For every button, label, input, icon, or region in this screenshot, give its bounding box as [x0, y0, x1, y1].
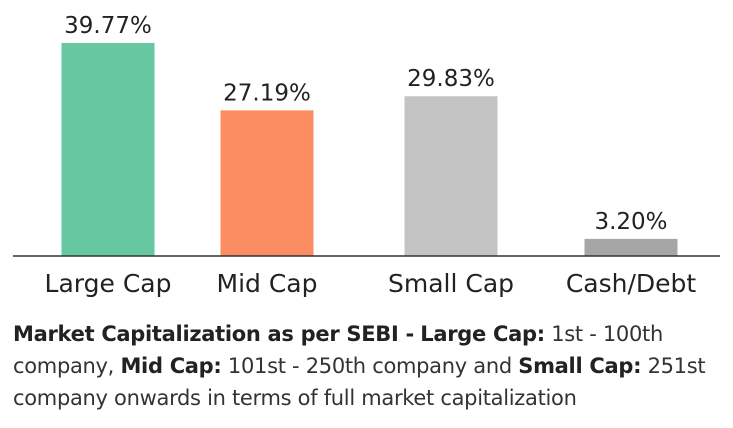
footnote-large-cap-label: Large Cap: [420, 322, 545, 346]
footnote-large-cap-text: 1st - 100th company, [13, 322, 663, 378]
bar-chart: 39.77% 27.19% 29.83% 3.20% Large Cap Mid Cap… [13, 13, 720, 298]
footnote-small-cap-text: 251st company onwards in terms of full m… [13, 354, 706, 410]
bars-group [61, 43, 678, 257]
category-label-large-cap: Large Cap [45, 269, 172, 298]
category-labels-group: Large Cap Mid Cap Small Cap Cash/Debt [45, 269, 697, 298]
footnote-mid-cap-text: 101st - 250th company and [227, 354, 512, 378]
category-label-cash-debt: Cash/Debt [566, 269, 697, 298]
value-labels-group: 39.77% 27.19% 29.83% 3.20% [64, 13, 667, 235]
category-label-small-cap: Small Cap [388, 269, 514, 298]
footnote: Market Capitalization as per SEBI - Larg… [13, 318, 725, 414]
footnote-heading: Market Capitalization as per SEBI - [13, 322, 414, 346]
bar-large-cap [61, 43, 155, 256]
value-label-small-cap: 29.83% [407, 66, 495, 92]
value-label-large-cap: 39.77% [64, 13, 152, 39]
value-label-mid-cap: 27.19% [223, 80, 311, 106]
bar-mid-cap [220, 110, 314, 256]
value-label-cash-debt: 3.20% [594, 209, 667, 235]
bar-cash-debt [584, 238, 678, 256]
footnote-mid-cap-label: Mid Cap: [120, 354, 222, 378]
bar-small-cap [404, 96, 498, 257]
category-label-mid-cap: Mid Cap [217, 269, 318, 298]
footnote-small-cap-label: Small Cap: [518, 354, 642, 378]
